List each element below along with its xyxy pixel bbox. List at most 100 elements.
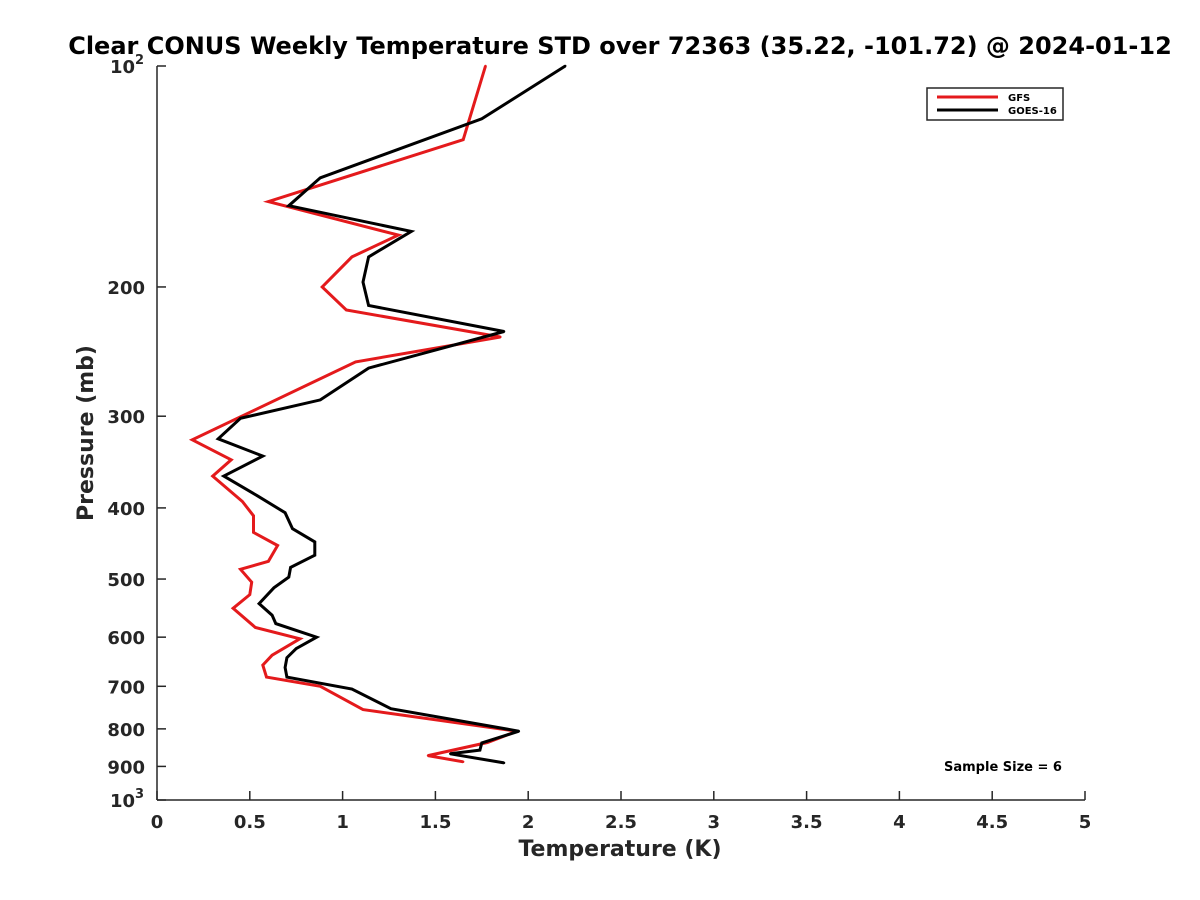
data-point-goes-16 <box>410 230 413 233</box>
x-tick-label: 4 <box>893 812 906 833</box>
data-point-goes-16 <box>272 586 276 589</box>
data-point-goes-16 <box>283 511 287 514</box>
data-point-goes-16 <box>287 575 290 579</box>
x-tick-label: 5 <box>1079 812 1092 833</box>
data-point-goes-16 <box>261 454 264 458</box>
data-point-gfs <box>276 544 279 547</box>
legend-label-goes16: GOES-16 <box>1008 106 1057 117</box>
series-layer <box>188 64 567 765</box>
data-point-gfs <box>298 637 302 640</box>
data-point-goes-16 <box>319 176 322 179</box>
data-point-gfs <box>239 568 242 571</box>
y-tick-label: 10 <box>110 57 135 78</box>
plot-area: 0 0.5 1 1.5 2 2.5 3 3.5 4 4.5 5 10 2200300400500600… <box>107 53 1091 833</box>
data-point-gfs <box>319 685 322 688</box>
data-point-goes-16 <box>313 554 316 557</box>
data-point-goes-16 <box>478 748 482 752</box>
x-tick-label: 2.5 <box>605 812 637 833</box>
data-point-goes-16 <box>564 64 567 68</box>
data-point-gfs <box>265 675 268 679</box>
data-point-gfs <box>499 335 502 339</box>
data-point-goes-16 <box>291 527 294 530</box>
x-tick-label: 3 <box>708 812 721 833</box>
x-tick-label: 4.5 <box>976 812 1008 833</box>
data-point-gfs <box>361 708 365 711</box>
y-tick-label: 800 <box>107 720 145 741</box>
data-point-gfs <box>191 438 194 441</box>
data-point-goes-16 <box>285 656 289 659</box>
legend: GFS GOES-16 <box>926 87 1064 121</box>
legend-box <box>926 87 1064 121</box>
data-point-goes-16 <box>480 117 483 121</box>
data-point-goes-16 <box>502 761 506 765</box>
data-point-goes-16 <box>313 540 316 544</box>
data-point-goes-16 <box>289 566 292 569</box>
y-tick-exponent: 2 <box>135 53 144 68</box>
data-point-goes-16 <box>480 741 483 745</box>
y-tick-label: 700 <box>107 677 145 698</box>
x-tick-label: 1 <box>336 812 349 833</box>
series-line-gfs <box>188 65 518 764</box>
data-point-goes-16 <box>257 602 261 605</box>
data-point-gfs <box>426 754 430 757</box>
data-point-gfs <box>261 663 264 667</box>
y-tick-label: 500 <box>107 570 145 591</box>
data-point-goes-16 <box>517 730 521 733</box>
x-tick-label: 0 <box>151 812 164 833</box>
data-point-gfs <box>250 581 253 584</box>
data-point-gfs <box>354 360 357 364</box>
data-point-gfs <box>230 458 233 461</box>
x-tick-label: 1.5 <box>419 812 451 833</box>
data-point-goes-16 <box>367 366 370 370</box>
data-point-goes-16 <box>367 255 370 259</box>
data-point-goes-16 <box>361 280 365 284</box>
data-point-gfs <box>350 255 354 259</box>
data-point-gfs <box>270 654 274 657</box>
data-point-goes-16 <box>319 398 322 402</box>
data-point-gfs <box>484 64 487 68</box>
data-point-goes-16 <box>287 204 290 207</box>
y-tick-exponent: 3 <box>135 787 144 802</box>
data-point-gfs <box>462 760 465 763</box>
data-point-gfs <box>248 593 251 596</box>
data-point-gfs <box>267 560 270 563</box>
data-point-goes-16 <box>350 687 354 691</box>
x-axis-ticks: 0 0.5 1 1.5 2 2.5 3 3.5 4 4.5 5 <box>151 791 1092 833</box>
data-point-goes-16 <box>256 494 259 497</box>
data-point-goes-16 <box>285 675 289 679</box>
data-point-gfs <box>211 474 214 478</box>
data-point-gfs <box>267 200 270 203</box>
data-point-goes-16 <box>389 707 393 710</box>
data-point-goes-16 <box>217 437 220 440</box>
data-point-gfs <box>252 531 255 534</box>
data-point-gfs <box>462 138 465 141</box>
data-point-gfs <box>345 308 348 312</box>
sample-size-annotation: Sample Size = 6 <box>944 760 1062 775</box>
data-point-goes-16 <box>367 304 370 307</box>
data-point-gfs <box>241 500 244 503</box>
x-tick-label: 0.5 <box>234 812 266 833</box>
legend-label-gfs: GFS <box>1008 93 1030 104</box>
data-point-goes-16 <box>239 417 242 420</box>
data-point-goes-16 <box>295 647 298 650</box>
data-point-gfs <box>397 233 400 237</box>
x-axis-label: Temperature (K) <box>518 837 721 862</box>
x-tick-label: 2 <box>522 812 535 833</box>
data-point-gfs <box>252 514 255 517</box>
data-point-goes-16 <box>270 614 274 617</box>
y-tick-label: 400 <box>107 499 145 520</box>
chart-title: Clear CONUS Weekly Temperature STD over … <box>68 32 1172 60</box>
y-tick-label: 10 <box>110 791 135 812</box>
data-point-gfs <box>254 626 257 629</box>
data-point-goes-16 <box>502 330 506 333</box>
data-point-goes-16 <box>274 622 277 625</box>
data-point-goes-16 <box>315 636 318 639</box>
y-tick-label: 600 <box>107 628 145 649</box>
data-point-gfs <box>321 285 324 289</box>
y-axis-label: Pressure (mb) <box>74 345 99 521</box>
y-tick-label: 900 <box>107 757 145 778</box>
data-point-goes-16 <box>449 752 452 755</box>
x-tick-label: 3.5 <box>791 812 823 833</box>
